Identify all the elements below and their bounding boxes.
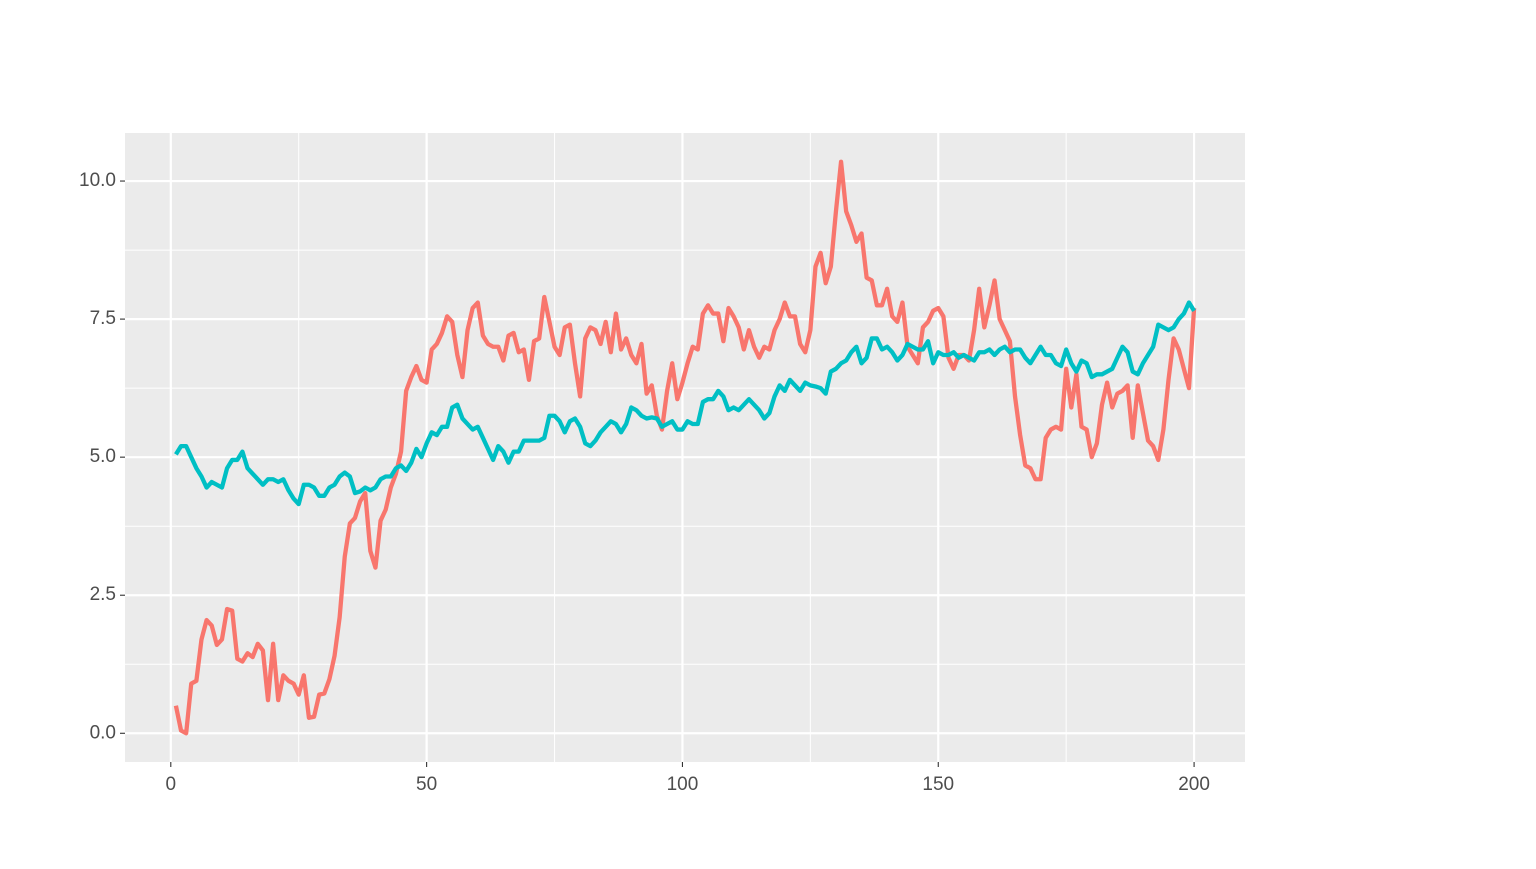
y-tick-label: 5.0 bbox=[90, 446, 116, 467]
y-tick-label: 0.0 bbox=[90, 722, 116, 743]
plot-panel bbox=[125, 133, 1245, 762]
x-tick-label: 100 bbox=[667, 774, 699, 795]
series-line bbox=[174, 300, 1196, 507]
series-line bbox=[173, 159, 1197, 736]
x-tick-label: 150 bbox=[922, 774, 954, 795]
y-tick-label: 10.0 bbox=[79, 170, 116, 191]
y-tick-label: 7.5 bbox=[90, 308, 116, 329]
x-tick-label: 200 bbox=[1178, 774, 1210, 795]
y-tick-label: 2.5 bbox=[90, 584, 116, 605]
x-tick-label: 50 bbox=[416, 774, 437, 795]
x-tick-label: 0 bbox=[166, 774, 177, 795]
